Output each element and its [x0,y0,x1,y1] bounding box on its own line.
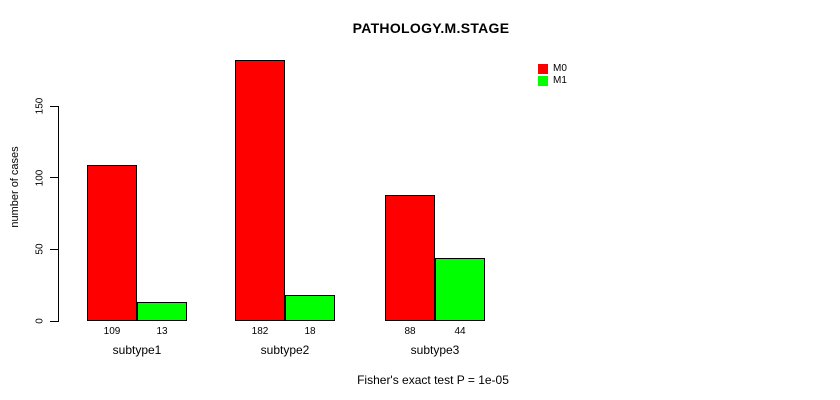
y-tick-mark [50,320,58,322]
legend-label-m1: M1 [553,75,567,86]
bar-value-label: 18 [304,326,316,337]
legend-item-m1: M1 [538,76,567,86]
y-tick-label: 150 [34,97,46,115]
bar-m1-subtype3 [435,258,485,321]
legend-swatch-m1 [538,76,548,86]
legend-item-m0: M0 [538,64,567,74]
bar-value-label: 109 [103,326,121,337]
category-label-subtype1: subtype1 [112,343,162,357]
legend-swatch-m0 [538,64,548,74]
annotation-text: Fisher's exact test P = 1e-05 [357,373,509,387]
bar-m1-subtype2 [285,295,335,321]
y-axis-label: number of cases [9,146,21,228]
y-tick-mark [50,248,58,250]
bar-m0-subtype1 [87,165,137,321]
category-label-subtype2: subtype2 [260,343,310,357]
chart-title: PATHOLOGY.M.STAGE [352,20,510,36]
y-tick-label: 50 [34,243,46,255]
y-tick-mark [50,177,58,179]
legend-label-m0: M0 [553,63,567,74]
bar-m0-subtype2 [235,60,285,321]
y-axis-line [58,106,59,322]
category-label-subtype3: subtype3 [410,343,460,357]
y-tick-mark [50,105,58,107]
bar-value-label: 44 [454,326,466,337]
bar-value-label: 182 [251,326,269,337]
y-tick-label: 0 [34,318,46,324]
bar-value-label: 13 [156,326,168,337]
bar-value-label: 88 [404,326,416,337]
legend: M0 M1 [538,64,567,88]
bar-m0-subtype3 [385,195,435,321]
bar-m1-subtype1 [137,302,187,321]
y-tick-label: 100 [34,169,46,186]
